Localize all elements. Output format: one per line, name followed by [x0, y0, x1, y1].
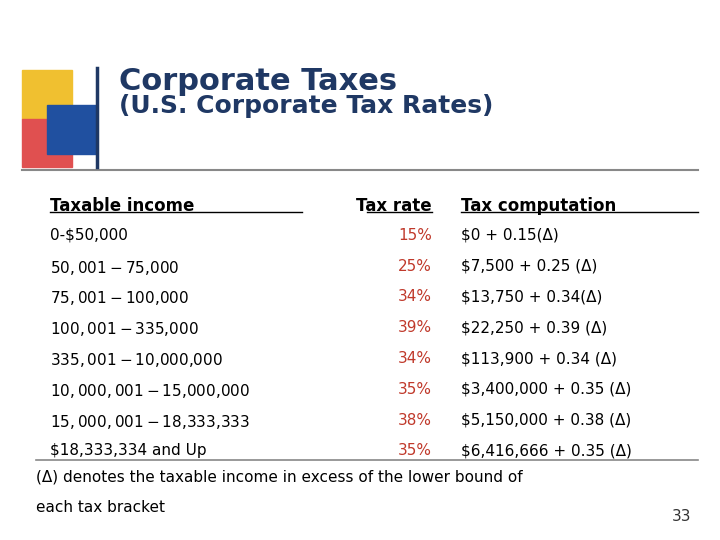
Text: each tax bracket: each tax bracket: [36, 500, 165, 515]
Text: $6,416,666 + 0.35 (Δ): $6,416,666 + 0.35 (Δ): [461, 443, 631, 458]
Text: $3,400,000 + 0.35 (Δ): $3,400,000 + 0.35 (Δ): [461, 382, 631, 397]
Text: $18,333,334 and Up: $18,333,334 and Up: [50, 443, 207, 458]
Text: 15%: 15%: [398, 228, 432, 243]
Text: (U.S. Corporate Tax Rates): (U.S. Corporate Tax Rates): [119, 94, 493, 118]
Text: 39%: 39%: [398, 320, 432, 335]
Text: Corporate Taxes: Corporate Taxes: [119, 68, 397, 97]
Text: $5,150,000 + 0.38 (Δ): $5,150,000 + 0.38 (Δ): [461, 413, 631, 428]
Text: 34%: 34%: [398, 351, 432, 366]
Text: $13,750 + 0.34(Δ): $13,750 + 0.34(Δ): [461, 289, 602, 305]
Text: Tax computation: Tax computation: [461, 197, 616, 215]
Text: $22,250 + 0.39 (Δ): $22,250 + 0.39 (Δ): [461, 320, 607, 335]
Text: 33: 33: [672, 509, 691, 524]
Text: 35%: 35%: [398, 382, 432, 397]
Text: $335,001-$10,000,000: $335,001-$10,000,000: [50, 351, 223, 369]
Text: 25%: 25%: [398, 259, 432, 274]
Text: $10,000,001-$15,000,000: $10,000,001-$15,000,000: [50, 382, 251, 400]
Text: Taxable income: Taxable income: [50, 197, 195, 215]
Text: 35%: 35%: [398, 443, 432, 458]
Text: $15,000,001-$18,333,333: $15,000,001-$18,333,333: [50, 413, 251, 430]
Text: $7,500 + 0.25 (Δ): $7,500 + 0.25 (Δ): [461, 259, 597, 274]
Text: $75,001-$100,000: $75,001-$100,000: [50, 289, 189, 307]
Text: 38%: 38%: [398, 413, 432, 428]
Text: 0-$50,000: 0-$50,000: [50, 228, 128, 243]
Text: $0 + 0.15(Δ): $0 + 0.15(Δ): [461, 228, 559, 243]
Text: $50,001-$75,000: $50,001-$75,000: [50, 259, 180, 276]
Text: 34%: 34%: [398, 289, 432, 305]
Text: $100,001-$335,000: $100,001-$335,000: [50, 320, 199, 338]
Text: (Δ) denotes the taxable income in excess of the lower bound of: (Δ) denotes the taxable income in excess…: [36, 470, 523, 485]
Text: $113,900 + 0.34 (Δ): $113,900 + 0.34 (Δ): [461, 351, 617, 366]
Text: Tax rate: Tax rate: [356, 197, 432, 215]
